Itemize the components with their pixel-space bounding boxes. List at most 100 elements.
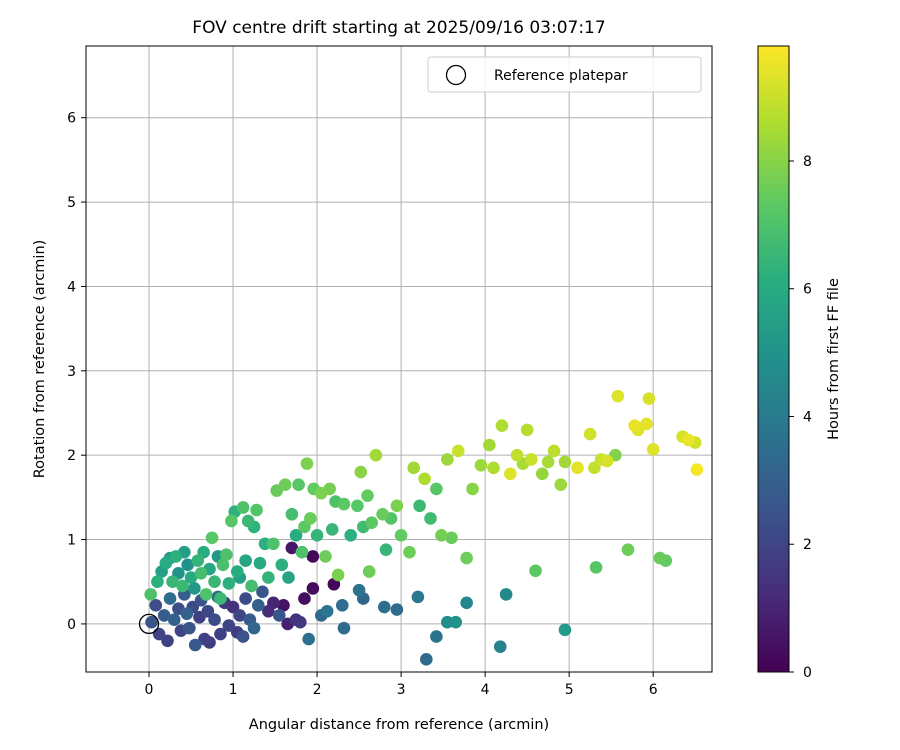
data-point [337, 497, 351, 511]
data-point [547, 444, 561, 458]
data-point [220, 548, 233, 562]
colorbar-tick-label: 2 [803, 537, 812, 553]
data-point [292, 478, 305, 492]
data-point [354, 465, 368, 479]
data-point [646, 442, 660, 456]
data-point [493, 640, 507, 653]
x-axis-ticks: 0 1 2 3 4 5 6 [145, 672, 658, 698]
data-point [152, 627, 166, 641]
data-point [304, 512, 317, 525]
y-tick-label: 4 [67, 279, 76, 295]
data-point [640, 417, 653, 431]
data-point [642, 392, 656, 405]
colorbar [757, 45, 790, 673]
data-point [289, 529, 303, 542]
x-tick-label: 2 [313, 682, 322, 698]
data-point [335, 599, 349, 612]
data-point [191, 554, 205, 567]
y-tick-label: 3 [67, 364, 76, 380]
data-point [277, 599, 290, 612]
data-point [379, 543, 393, 556]
data-point [611, 389, 625, 403]
data-point [504, 467, 517, 481]
x-tick-label: 4 [481, 682, 490, 698]
data-point [247, 621, 261, 635]
chart-title: FOV centre drift starting at 2025/09/16 … [192, 18, 605, 38]
data-point [418, 472, 431, 486]
data-point [377, 600, 391, 614]
data-point [628, 419, 641, 432]
data-point [267, 537, 280, 551]
data-point [424, 512, 437, 525]
data-point [176, 579, 189, 593]
data-point [319, 550, 332, 563]
data-point [159, 556, 173, 570]
colorbar-tick-label: 0 [803, 665, 812, 681]
data-point [682, 433, 695, 447]
data-points [138, 389, 704, 666]
data-point [499, 588, 513, 601]
data-point [407, 461, 421, 475]
data-point [295, 545, 309, 559]
data-point [653, 551, 667, 565]
x-tick-label: 6 [649, 682, 658, 698]
data-point [157, 609, 171, 622]
data-point [344, 529, 357, 542]
data-point [413, 499, 426, 513]
data-point [167, 613, 181, 626]
data-point [233, 609, 247, 622]
data-point [144, 588, 158, 601]
data-point [194, 566, 208, 580]
data-point [198, 632, 211, 646]
data-point [285, 507, 299, 521]
data-point [466, 482, 479, 496]
data-point [589, 561, 603, 574]
data-point [376, 507, 389, 521]
data-point [230, 565, 244, 578]
data-point [199, 588, 213, 601]
data-point [302, 632, 315, 646]
data-point [225, 514, 238, 528]
data-point [183, 621, 196, 635]
data-point [205, 531, 219, 545]
data-point [241, 514, 255, 528]
data-point [483, 438, 496, 452]
data-point [151, 575, 164, 589]
data-point [275, 558, 289, 572]
data-point [236, 630, 250, 643]
data-point [272, 609, 286, 622]
data-point [306, 582, 320, 595]
data-point [449, 615, 463, 629]
y-tick-label: 0 [67, 617, 76, 633]
colorbar-label: Hours from first FF file [826, 278, 842, 440]
colorbar-tick-label: 8 [803, 154, 812, 170]
data-point [250, 503, 263, 517]
data-point [239, 554, 252, 567]
y-tick-label: 6 [67, 111, 76, 127]
y-axis-label: Rotation from reference (arcmin) [32, 240, 48, 479]
data-point [310, 529, 324, 542]
data-point [441, 453, 454, 466]
data-point [361, 489, 374, 502]
data-point [435, 529, 448, 542]
data-point [430, 482, 443, 496]
grid-lines [86, 46, 712, 672]
reference-platepar-marker [138, 613, 160, 635]
data-point [369, 448, 383, 462]
data-point [180, 607, 194, 621]
data-point [239, 592, 252, 605]
data-point [251, 599, 265, 612]
data-point [600, 454, 614, 468]
data-point [390, 499, 404, 513]
data-point [487, 461, 500, 475]
data-point [208, 575, 221, 589]
x-tick-label: 0 [145, 682, 154, 698]
data-point [558, 623, 572, 637]
data-point [216, 558, 230, 572]
data-point [278, 478, 292, 492]
data-point [351, 499, 364, 513]
data-point [306, 550, 320, 563]
data-point [325, 523, 339, 536]
y-tick-label: 2 [67, 448, 76, 464]
x-tick-label: 5 [565, 682, 574, 698]
